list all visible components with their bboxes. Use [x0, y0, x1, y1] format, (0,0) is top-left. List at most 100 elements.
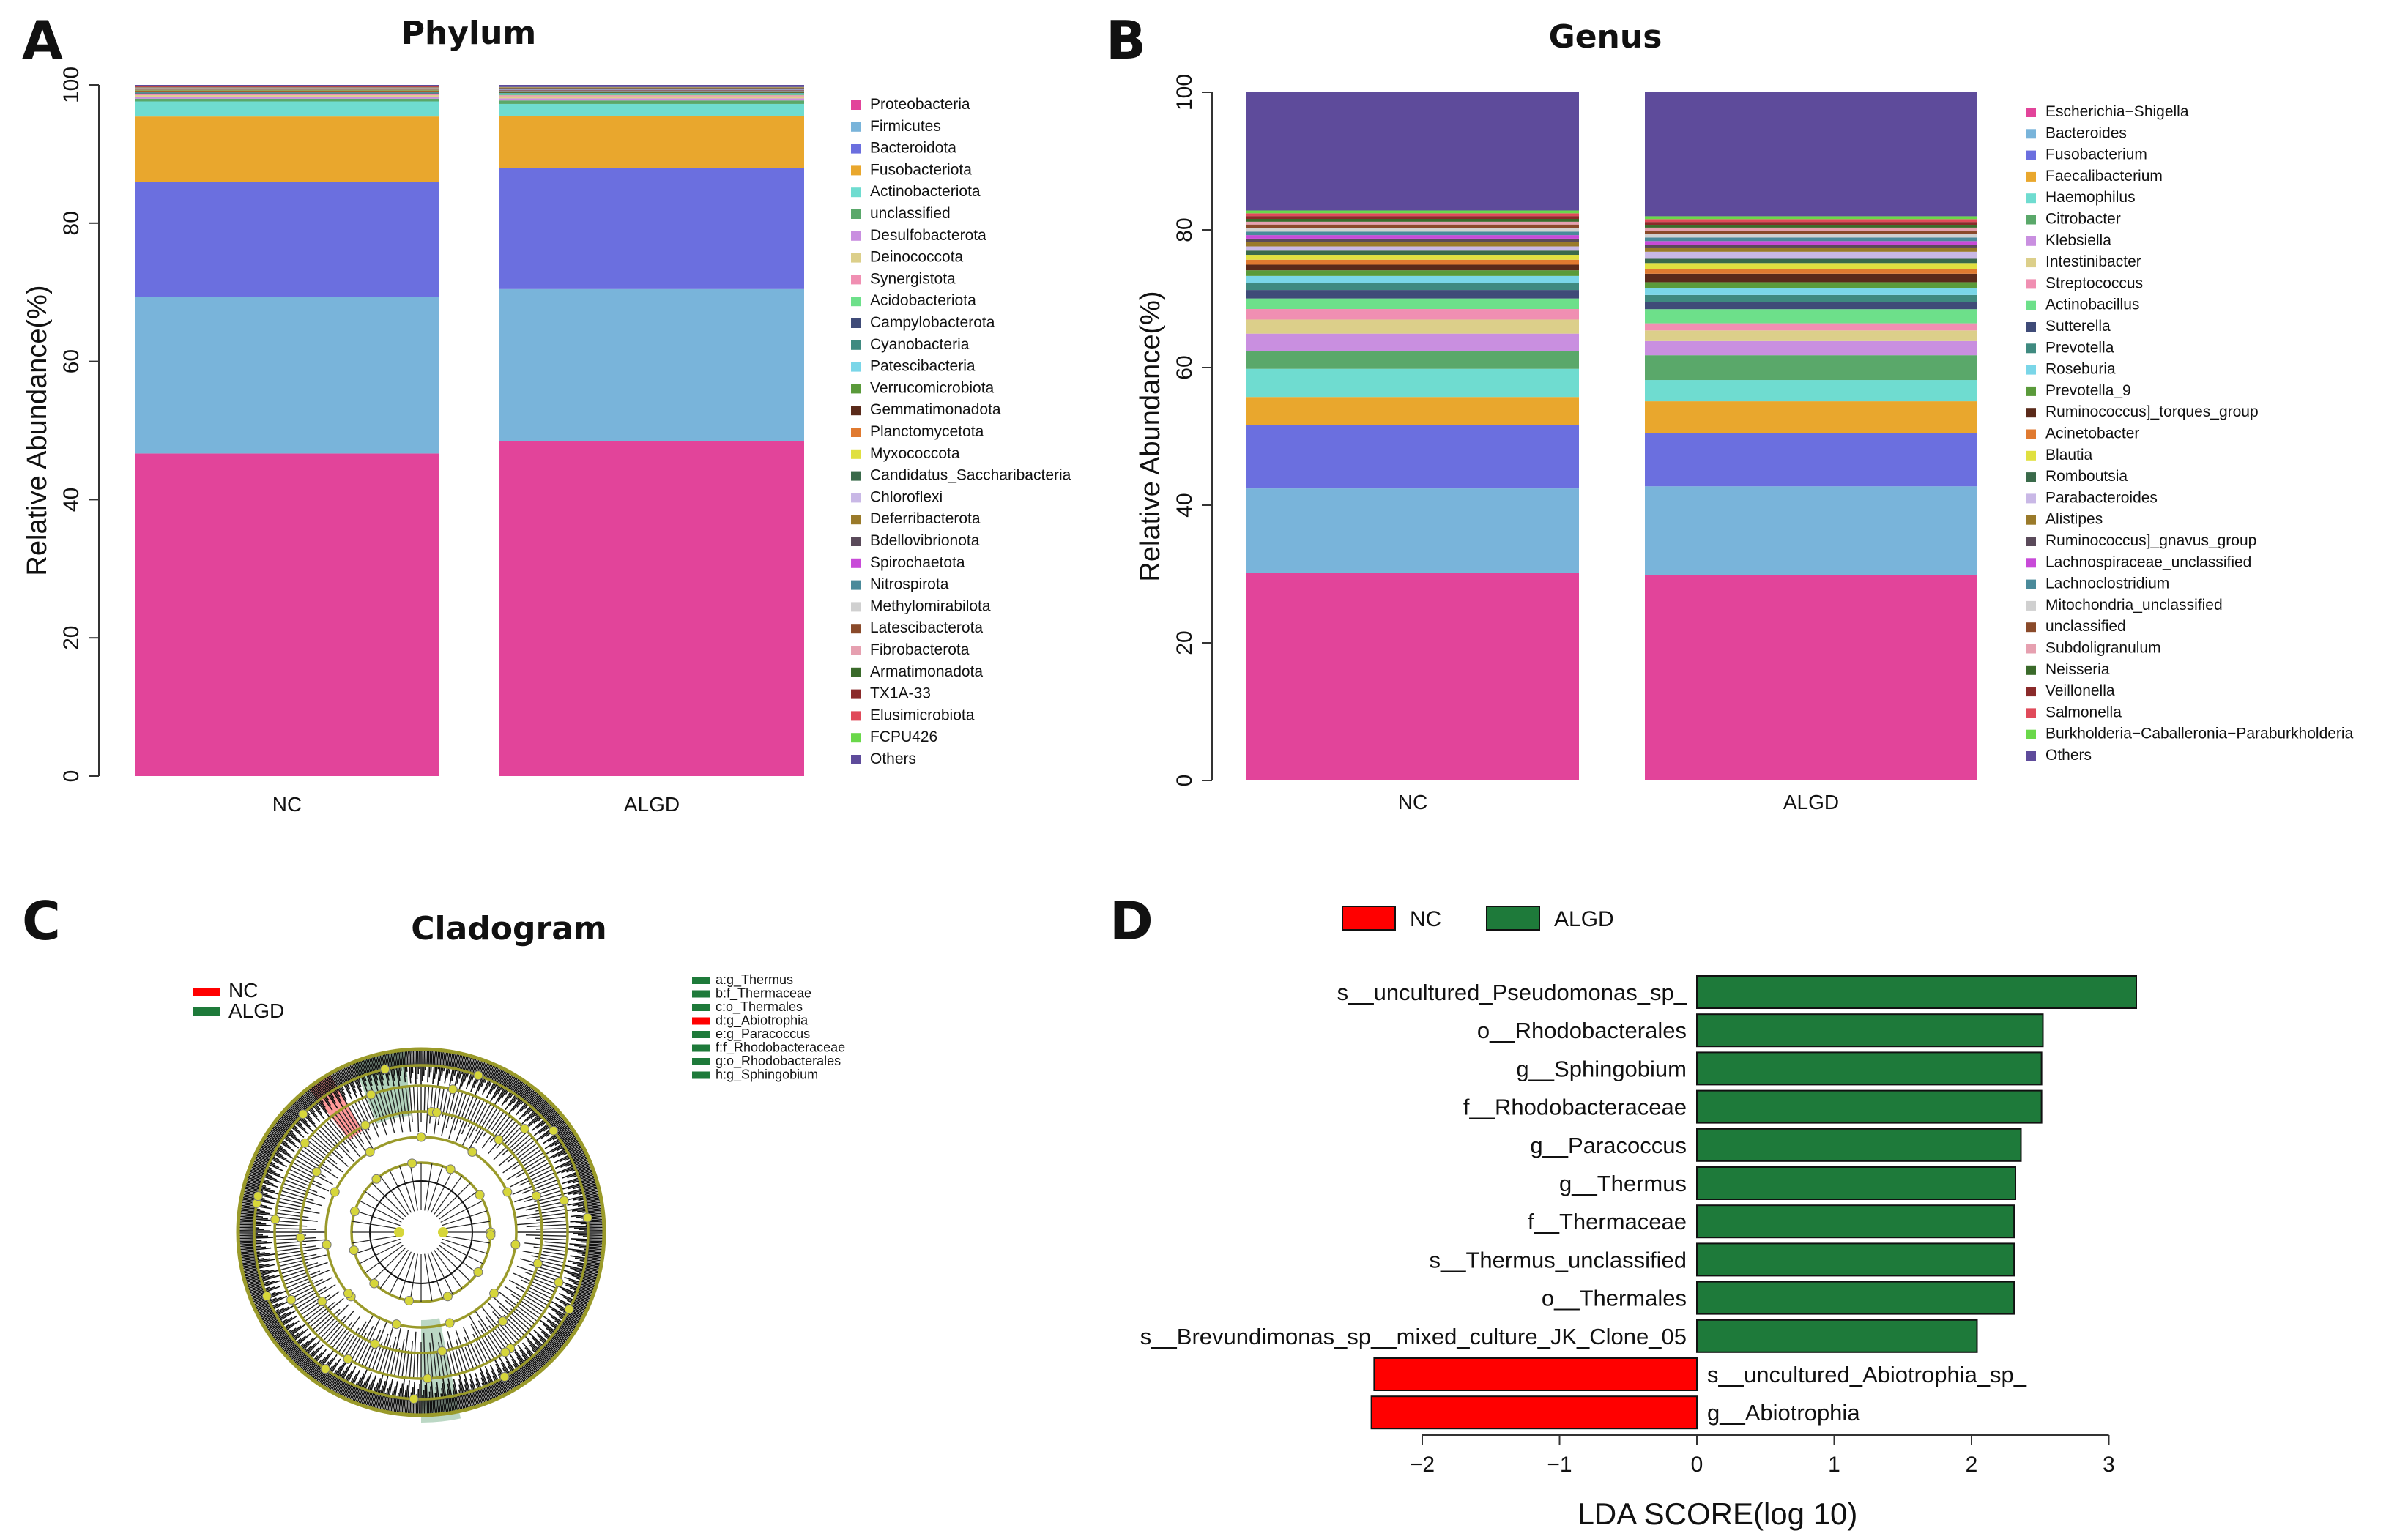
legend-label-armatimonadota: Armatimonadota [870, 663, 983, 680]
cladogram-branch [357, 1059, 367, 1081]
legend-label-others: Others [2045, 747, 2092, 764]
cladogram-branch [273, 1122, 303, 1146]
cladogram-branch [283, 1338, 302, 1354]
legend-label-algd: ALGD [228, 999, 284, 1022]
cladogram-branch [447, 1388, 453, 1413]
cladogram-branch [344, 1065, 356, 1088]
cladogram-branch [364, 1330, 382, 1368]
genus-ytick-label: 100 [1173, 74, 1197, 111]
cladogram-branch [259, 1308, 280, 1320]
cladogram-branch [516, 1142, 538, 1160]
cladogram-branch [245, 1275, 280, 1286]
cladogram-branch [546, 1327, 567, 1344]
cladogram-branch [440, 1242, 483, 1264]
legend-swatch-myxococcota [851, 449, 861, 459]
cladogram-branch [513, 1080, 524, 1096]
bar-segment-nc-romboutsia [1246, 250, 1579, 256]
cladogram-branch [566, 1161, 591, 1173]
cladogram-branch [264, 1136, 283, 1149]
cladogram-branch [275, 1212, 309, 1218]
legend-swatch-neisseria [2026, 665, 2036, 675]
bar-segment-nc-citrobacter [1246, 351, 1579, 369]
bar-segment-algd-acinetobacter [1645, 269, 1977, 274]
cladogram-branch [300, 1093, 313, 1108]
cladogram-branch [338, 1067, 350, 1089]
legend-label-citrobacter: Citrobacter [2045, 211, 2121, 228]
genus-ytick-label: 0 [1173, 775, 1197, 787]
legend-label-proteobacteria: Proteobacteria [870, 96, 970, 113]
legend-label-others: Others [870, 750, 916, 767]
cladogram-branch [275, 1223, 308, 1227]
cladogram-branch [442, 1210, 488, 1226]
cladogram-branch [531, 1255, 565, 1264]
cladogram-key-swatch [692, 1058, 710, 1065]
cladogram-branch [464, 1384, 472, 1409]
cladogram-branch [510, 1308, 533, 1328]
cladogram-branch [417, 1388, 420, 1415]
legend-swatch-sutterella [2026, 322, 2036, 332]
cladogram-branch [581, 1241, 604, 1245]
cladogram-branch [586, 1242, 604, 1246]
cladogram-branch [257, 1302, 283, 1316]
cladogram-branch [277, 1117, 291, 1129]
cladogram-branch [576, 1164, 592, 1171]
cladogram-branch [265, 1134, 280, 1144]
cladogram-branch [536, 1269, 561, 1278]
cladogram-branch [304, 1142, 343, 1173]
cladogram-branch [289, 1341, 309, 1360]
cladogram-branch [572, 1169, 594, 1178]
cladogram-branch [364, 1245, 404, 1274]
bar-segment-algd-escherichia-shigella [1645, 575, 1977, 780]
cladogram-branch [494, 1297, 531, 1331]
panel-letter-c: C [22, 890, 61, 952]
cladogram-branch [485, 1316, 511, 1349]
cladogram-branch [498, 1118, 514, 1137]
cladogram-branch [307, 1302, 335, 1325]
bar-segment-nc-candidatus-saccharibacteria [135, 90, 439, 91]
cladogram-branch [239, 1210, 275, 1217]
phylum-ytick-label: 80 [59, 211, 83, 235]
legend-label-deferribacterota: Deferribacterota [870, 510, 981, 527]
bar-segment-algd-deferribacterota [499, 90, 804, 92]
cladogram-branch [284, 1270, 321, 1286]
bar-segment-algd-mitochondria-unclassified [1645, 234, 1977, 238]
cladogram-key-label: f:f_Rhodobacteraceae [716, 1040, 845, 1056]
cladogram-branch [521, 1098, 547, 1125]
cladogram-branch [445, 1051, 449, 1067]
cladogram-branch [283, 1182, 326, 1199]
cladogram-branch [509, 1165, 552, 1188]
cladogram-branch [442, 1235, 490, 1244]
cladogram-ring [236, 1047, 606, 1417]
legend-swatch-fibrobacterota [851, 646, 861, 655]
bar-segment-algd-elusimicrobiota [499, 87, 804, 88]
cladogram-node [286, 1294, 297, 1305]
cladogram-branch [513, 1272, 555, 1292]
cladogram-branch [270, 1126, 296, 1145]
cladogram-branch [550, 1324, 571, 1339]
cladogram-branch [364, 1190, 404, 1220]
legend-swatch-lachnospiraceae-unclassified [2026, 558, 2036, 568]
cladogram-branch [343, 1378, 354, 1398]
cladogram-branch [527, 1095, 544, 1114]
phylum-category-label: ALGD [624, 793, 680, 816]
cladogram-branch [270, 1324, 290, 1338]
cladogram-branch [431, 1049, 435, 1067]
cladogram-branch [511, 1358, 528, 1382]
cladogram-branch [437, 1087, 445, 1125]
cladogram-branch [442, 1238, 488, 1254]
cladogram-node [295, 1232, 305, 1242]
cladogram-branch [302, 1355, 319, 1374]
cladogram-branch [555, 1312, 579, 1327]
cladogram-branch [567, 1300, 587, 1311]
legend-label-alistipes: Alistipes [2045, 511, 2103, 528]
cladogram-branch [294, 1286, 327, 1306]
cladogram-branch [295, 1098, 308, 1111]
bar-segment-nc-escherichia-shigella [1246, 573, 1579, 780]
cladogram-branch [525, 1201, 565, 1211]
cladogram-branch [505, 1078, 521, 1103]
cladogram-branch [309, 1136, 332, 1156]
cladogram-branch [319, 1079, 337, 1104]
cladogram-branch [322, 1122, 350, 1153]
cladogram-branch [512, 1346, 536, 1376]
cladogram-branch [398, 1339, 405, 1377]
